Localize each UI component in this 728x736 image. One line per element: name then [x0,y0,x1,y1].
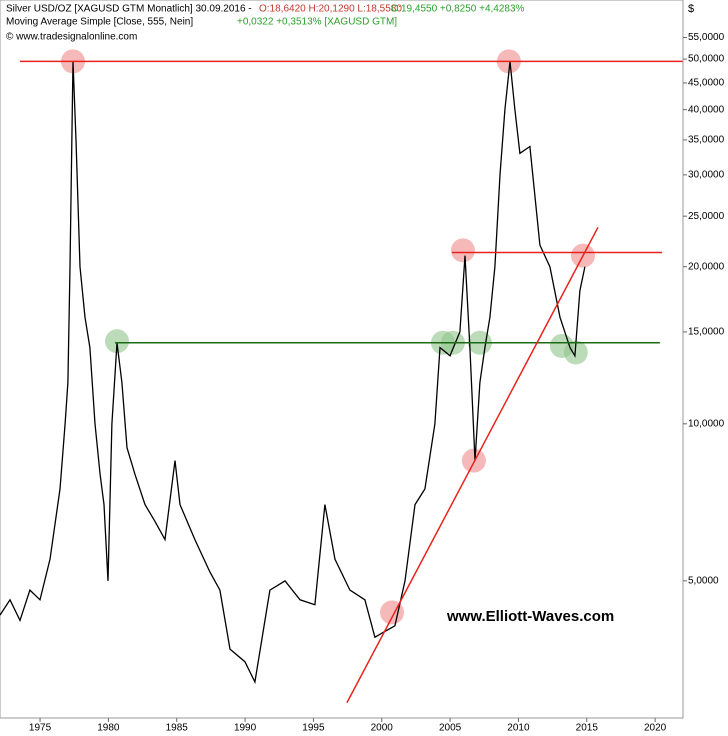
y-tick-label: 50,0000 [688,54,725,65]
watermark: www.Elliott-Waves.com [446,608,614,625]
y-tick-label: 45,0000 [688,78,725,89]
indicator-value: +0,0322 +0,3513% [XAGUSD GTM] [237,17,397,28]
y-tick-label: 20,0000 [688,261,725,272]
y-tick-label: 10,0000 [688,418,725,429]
y-tick-label: 40,0000 [688,104,725,115]
x-tick-label: 1990 [234,723,257,734]
x-tick-label: 2000 [371,723,394,734]
y-tick-label: 55,0000 [688,32,725,43]
price-line [0,61,586,685]
x-tick-label: 2005 [439,723,462,734]
y-tick-label: 30,0000 [688,169,725,180]
y-tick-label: 35,0000 [688,135,725,146]
highlight [461,448,486,473]
y-tick-label: 5,0000 [688,576,719,587]
x-tick-label: 2020 [644,723,667,734]
x-tick-label: 1985 [166,723,189,734]
ohlc: O:18,6420 H:20,1290 L:18,5580 [259,4,402,15]
x-tick-label: 2010 [507,723,530,734]
x-tick-label: 1980 [97,723,120,734]
title: Silver USD/OZ [XAGUSD GTM Monatlich] 30.… [6,4,252,15]
y-tick-label: 15,0000 [688,327,725,338]
close: C:19,4550 +0,8250 +4,4283% [391,4,525,15]
y-unit: $ [688,3,694,15]
x-tick-label: 1995 [302,723,325,734]
source: © www.tradesignalonline.com [6,32,137,43]
highlight [450,238,475,263]
highlight [104,329,129,354]
x-tick-label: 2015 [576,723,599,734]
trendline [346,226,599,704]
y-tick-label: 25,0000 [688,211,725,222]
indicator: Moving Average Simple [Close, 555, Nein] [6,17,193,28]
x-tick-label: 1975 [29,723,52,734]
